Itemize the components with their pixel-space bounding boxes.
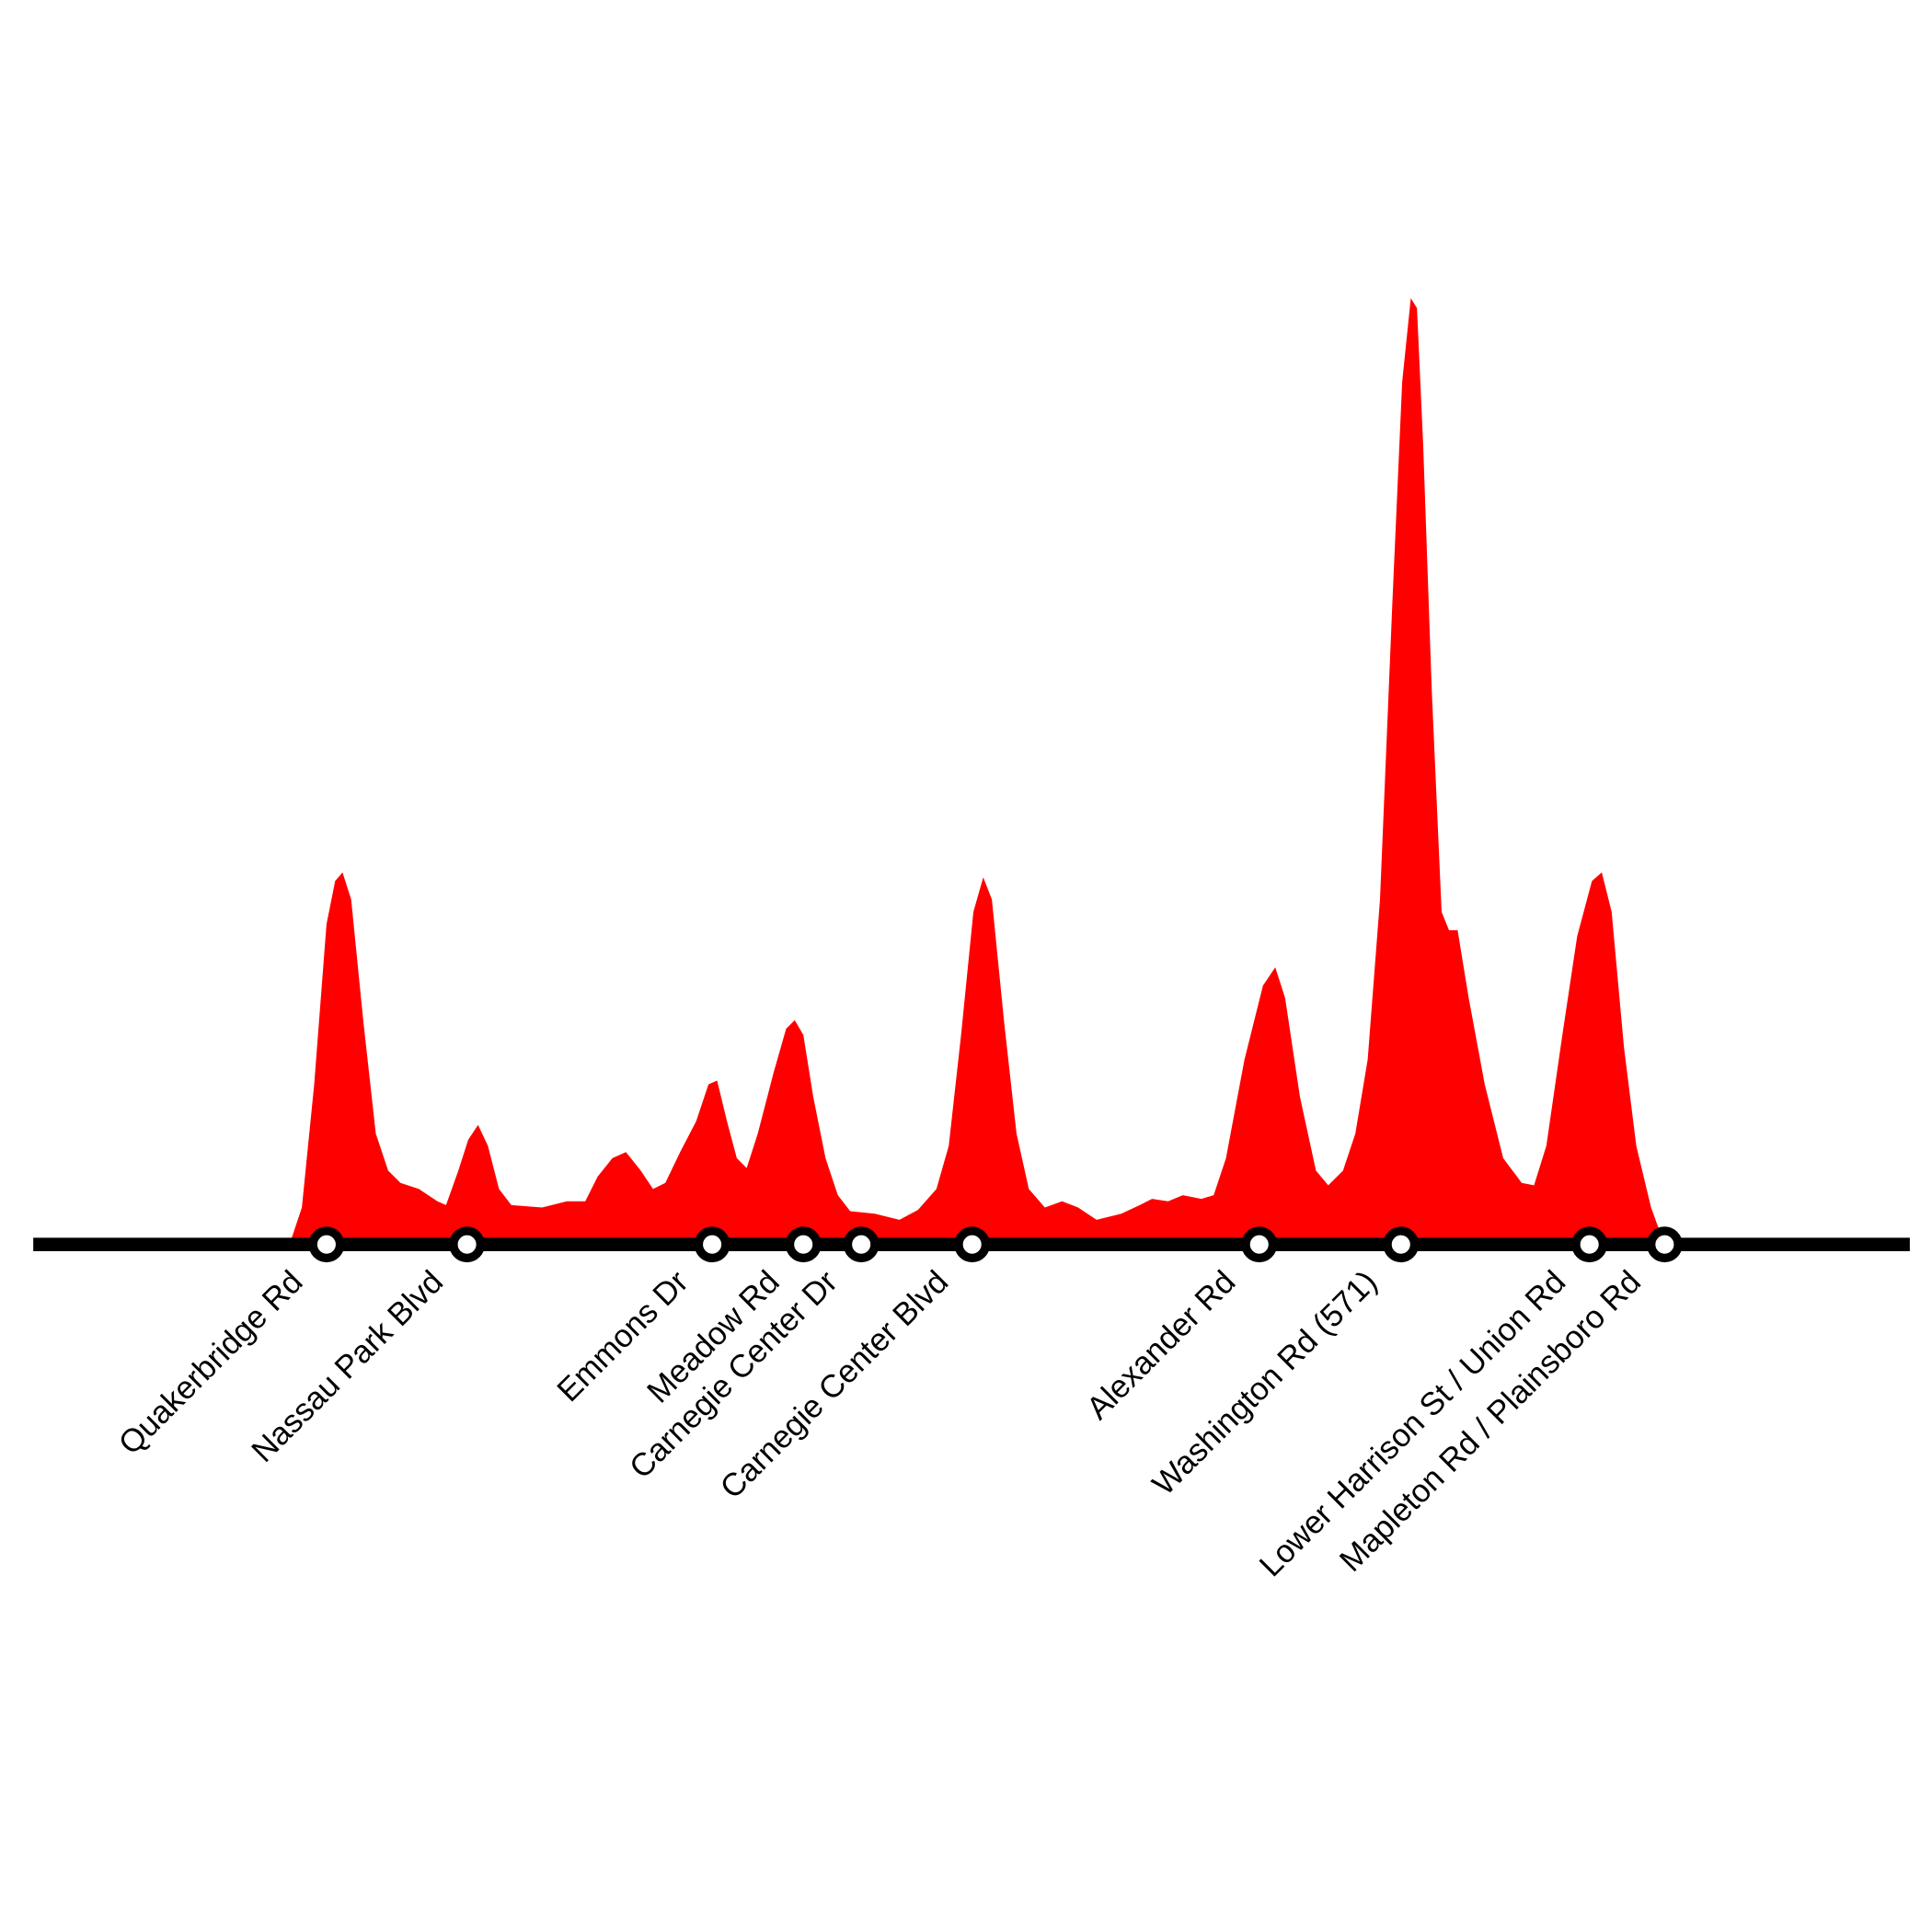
station-marker: [1571, 1226, 1608, 1263]
station-label: Mapleton Rd / Plainsboro Rd: [1333, 1264, 1648, 1579]
station-marker: [785, 1226, 822, 1263]
station-marker: [449, 1226, 486, 1263]
station-marker: [843, 1226, 880, 1263]
station-label: Alexander Rd: [1080, 1264, 1243, 1427]
density-area: [289, 298, 1666, 1245]
station-label: Lower Harrison St / Union Rd: [1253, 1264, 1573, 1584]
station-marker: [954, 1226, 991, 1263]
station-marker: [1241, 1226, 1278, 1263]
station-marker: [694, 1226, 730, 1263]
station-marker: [1646, 1226, 1683, 1263]
station-marker: [1383, 1226, 1420, 1263]
station-marker: [308, 1226, 345, 1263]
